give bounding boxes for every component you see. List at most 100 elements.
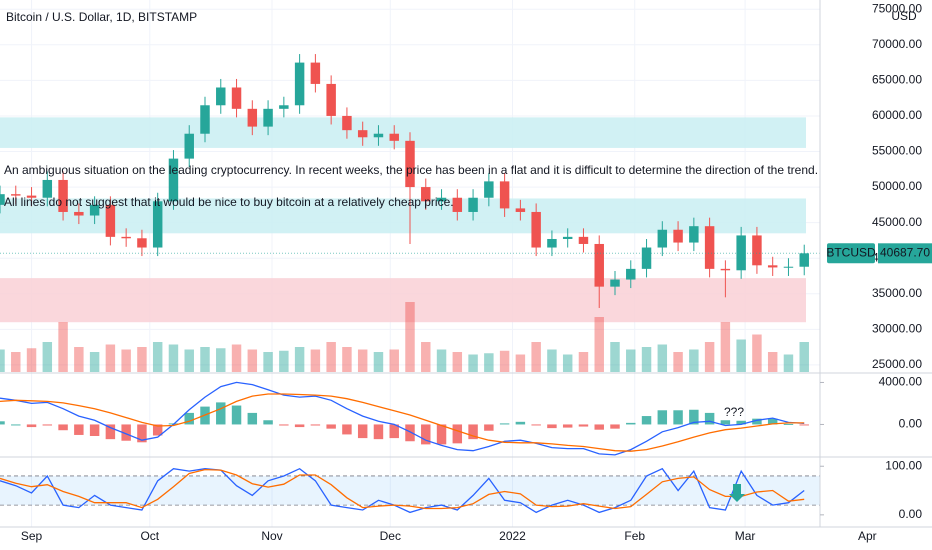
y-tick-label: 45000.00 (872, 215, 922, 229)
candle-body (184, 133, 194, 159)
candle-body (594, 243, 604, 287)
candle-body (468, 197, 478, 212)
candle-body (704, 226, 715, 269)
candle-body (231, 87, 242, 109)
zone (0, 117, 806, 148)
histogram-bar (405, 424, 415, 442)
candle-body (452, 197, 463, 212)
x-tick-label: Oct (140, 529, 159, 543)
x-tick-label: Mar (735, 529, 756, 543)
volume-bar (641, 347, 652, 372)
y-tick-label: 60000.00 (872, 108, 922, 122)
candle-body (752, 235, 762, 266)
volume-bar (279, 350, 289, 372)
histogram-bar (0, 421, 5, 425)
volume-bar (342, 347, 352, 372)
candle-body (0, 194, 5, 205)
histogram-bar (152, 424, 163, 436)
candle-body (326, 83, 336, 116)
histogram-bar (767, 418, 778, 425)
candle-body (89, 204, 100, 216)
candle-body (547, 238, 557, 248)
macd-tick-label: 0.00 (899, 417, 923, 431)
candle-body (294, 62, 305, 106)
volume-bar (74, 347, 84, 372)
candle-body (200, 105, 210, 134)
volume-bar (499, 350, 510, 372)
histogram-bar (216, 402, 226, 425)
candle-body (58, 179, 68, 212)
volume-bar (736, 339, 746, 372)
histogram-bar (562, 424, 573, 428)
histogram-bar (263, 420, 273, 425)
candle-body (342, 115, 352, 131)
candle-body (310, 62, 321, 84)
candle-body (767, 265, 778, 268)
volume-bar (152, 342, 163, 372)
y-tick-label: 35000.00 (872, 286, 922, 300)
candle-body (105, 204, 116, 237)
volume-bar (168, 344, 179, 372)
candle-body (137, 238, 147, 248)
stoch-tick-label: 0.00 (899, 507, 923, 521)
histogram-bar (484, 424, 494, 431)
y-tick-label: 25000.00 (872, 357, 922, 371)
histogram-bar (357, 424, 368, 439)
volume-bar (704, 342, 715, 372)
candle-body (626, 268, 636, 280)
candle-body (357, 130, 368, 138)
volume-bar (421, 342, 431, 372)
volume-bar (263, 352, 273, 372)
volume-bar (484, 353, 494, 372)
candle-body (515, 208, 526, 212)
y-tick-label: 75000.00 (872, 1, 922, 15)
price-label: 40687.70 (880, 245, 930, 259)
histogram-bar (11, 424, 21, 426)
volume-bar (294, 347, 305, 372)
volume-bar (626, 349, 636, 372)
candle-body (673, 229, 683, 243)
x-tick-label: Feb (624, 529, 645, 543)
histogram-bar (231, 405, 242, 425)
histogram-bar (594, 424, 604, 430)
volume-bar (531, 342, 541, 372)
candle-body (531, 211, 541, 248)
candle-body (578, 236, 589, 244)
histogram-bar (752, 418, 762, 425)
volume-bar (200, 347, 210, 372)
candle-body (279, 105, 289, 109)
stoch-tick-label: 100.00 (885, 458, 922, 472)
histogram-bar (89, 424, 100, 436)
candle-body (263, 108, 273, 127)
volume-bar (562, 354, 573, 372)
y-tick-label: 50000.00 (872, 179, 922, 193)
volume-bar (184, 349, 194, 372)
histogram-bar (531, 424, 541, 426)
volume-bar (11, 352, 21, 372)
histogram-bar (58, 424, 68, 431)
volume-bar (799, 342, 809, 372)
candle-body (152, 201, 163, 248)
x-tick-label: Apr (858, 529, 877, 543)
volume-bar (326, 342, 336, 372)
volume-bar (389, 349, 399, 372)
histogram-bar (673, 410, 683, 425)
histogram-bar (626, 422, 636, 425)
histogram-bar (783, 423, 794, 425)
volume-bar (783, 354, 794, 372)
histogram-bar (657, 410, 668, 425)
histogram-bar (720, 420, 731, 425)
histogram-bar (499, 423, 510, 425)
volume-bar (547, 349, 557, 372)
histogram-bar (468, 424, 478, 440)
histogram-bar (294, 424, 305, 428)
volume-bar (357, 349, 368, 372)
volume-bar (231, 344, 242, 372)
volume-bar (105, 344, 116, 372)
candle-body (499, 181, 510, 209)
volume-bar (752, 334, 762, 372)
candle-body (562, 236, 573, 239)
histogram-bar (421, 424, 431, 445)
macd-tick-label: 4000.00 (879, 375, 923, 389)
volume-bar (137, 347, 147, 372)
